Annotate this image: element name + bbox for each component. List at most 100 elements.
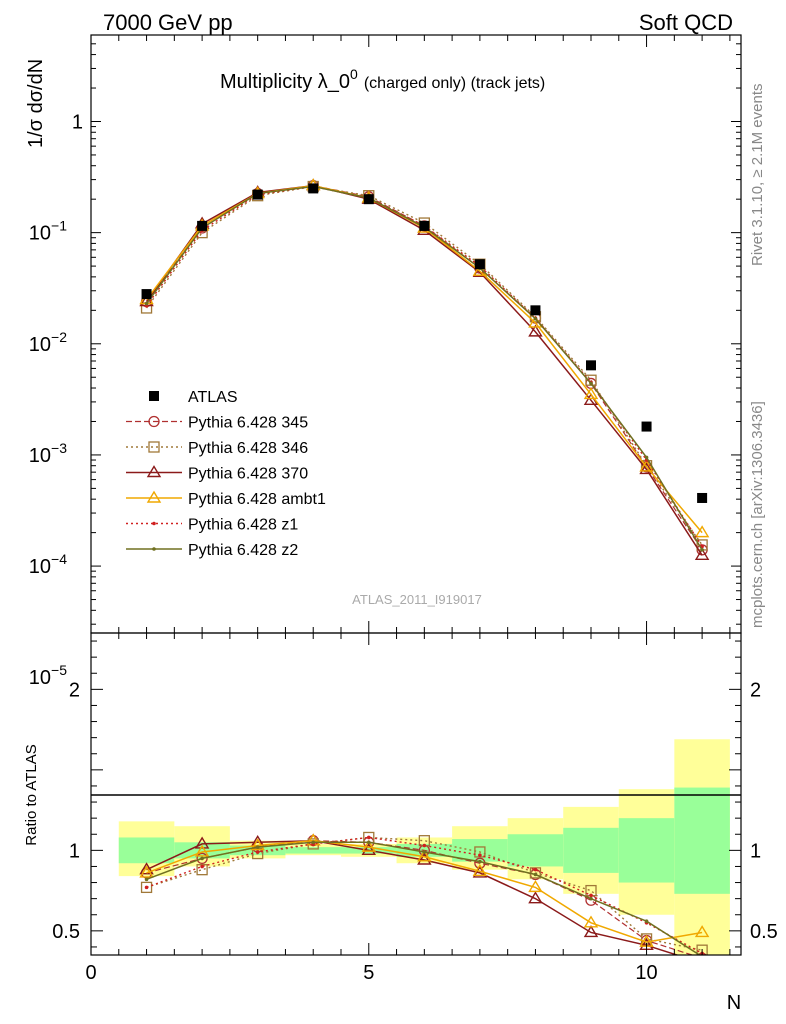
ratio-line (146, 836, 703, 955)
ratio-tick-label-left: 0.5 (52, 921, 80, 943)
ratio-point (255, 850, 260, 854)
y-axis-label: 1/σ dσ/dN (25, 59, 47, 148)
mcplots-label: mcplots.cern.ch [arXiv:1306.3436] (749, 401, 766, 628)
y-tick-label: 10−2 (29, 329, 67, 356)
ratio-line (146, 839, 703, 943)
ratio-point (478, 859, 482, 864)
ratio-point (472, 863, 488, 876)
process-label: Soft QCD (639, 10, 733, 35)
legend-label: Pythia 6.428 ambt1 (188, 491, 326, 508)
ratio-point (255, 845, 260, 849)
x-axis-ticks: 0 5 10 (85, 35, 731, 984)
ratio-tick-label-right: 0.5 (750, 921, 778, 943)
legend-marker (146, 465, 162, 478)
ratio-axis-label: Ratio to ATLAS (23, 744, 40, 845)
x-tick-label: 5 (363, 962, 374, 984)
ratio-point (361, 842, 377, 856)
ratio-point (583, 915, 599, 928)
ratio-panel-frame (90, 632, 742, 956)
ratio-point (528, 880, 543, 893)
band-inner (118, 837, 175, 864)
band-inner (674, 787, 730, 894)
ratio-point (366, 840, 371, 845)
legend-marker (152, 547, 156, 551)
atlas-point (308, 183, 319, 194)
ratio-point (361, 839, 377, 852)
band-inner (174, 842, 230, 859)
ratio-point (417, 849, 432, 862)
y-tick-label: 10−5 (29, 662, 67, 689)
ratio-point (528, 891, 543, 904)
ratio-point (140, 881, 153, 894)
ratio-point (139, 862, 154, 875)
ratio-point (417, 852, 432, 865)
ratio-point (200, 856, 204, 861)
legend-label: Pythia 6.428 z1 (188, 517, 298, 534)
legend-label: Pythia 6.428 z2 (188, 542, 298, 559)
legend-marker (152, 521, 156, 526)
ratio-point (583, 925, 599, 938)
series-point (700, 548, 704, 552)
series-point (644, 455, 649, 460)
atlas-point (141, 289, 152, 300)
ratio-point (696, 944, 708, 955)
x-tick-label: 0 (85, 962, 96, 984)
series-point (589, 381, 593, 386)
ratio-point (694, 925, 710, 938)
atlas-point (363, 194, 374, 205)
legend-label: ATLAS (188, 389, 238, 406)
ratio-point (196, 852, 208, 865)
legend-label: Pythia 6.428 345 (188, 415, 308, 432)
band-inner (563, 827, 619, 873)
rivet-label: Rivet 3.1.10, ≥ 2.1M events (749, 84, 766, 267)
legend-marker (148, 441, 160, 453)
series-point (528, 324, 543, 337)
ratio-point (422, 843, 427, 848)
ratio-tick-label-right: 1 (750, 840, 761, 862)
y-tick-label: 10−4 (29, 551, 67, 578)
ratio-point (478, 853, 482, 857)
atlas-point (474, 259, 485, 270)
chart-title: Multiplicity λ_00 (charged only) (track j… (220, 66, 545, 93)
band-inner (452, 839, 508, 862)
atlas-point (419, 220, 430, 231)
ratio-point (311, 840, 316, 845)
series-point (583, 387, 599, 400)
ratio-tick-label-right: 2 (750, 679, 761, 701)
band-inner (618, 818, 675, 883)
ratio-series-group (139, 831, 710, 967)
analysis-watermark: ATLAS_2011_I919017 (352, 592, 482, 607)
series-point (694, 547, 710, 561)
ratio-point (589, 893, 593, 898)
ratio-point (696, 957, 708, 967)
atlas-point (697, 492, 708, 503)
atlas-point (641, 421, 652, 432)
series-point (144, 301, 149, 306)
chart-title-sup: 0 (350, 66, 358, 82)
ratio-point (139, 865, 154, 878)
chart-title-main: Multiplicity λ_0 (220, 71, 350, 93)
atlas-point (197, 220, 208, 231)
ratio-point (533, 867, 538, 872)
legend-marker (148, 415, 160, 428)
series-point (694, 525, 710, 538)
ratio-point (144, 885, 149, 890)
x-axis-label: N (727, 992, 741, 1014)
y-tick-label: 10−1 (29, 218, 67, 245)
ratio-line (146, 836, 703, 951)
series-point (585, 374, 597, 386)
atlas-point (530, 305, 541, 316)
ratio-point (644, 919, 649, 923)
ratio-tick-label-left: 2 (69, 679, 80, 701)
ratio-point (200, 864, 204, 869)
chart-title-suffix: (charged only) (track jets) (364, 75, 545, 92)
series-point (533, 316, 538, 321)
legend-label: Pythia 6.428 370 (188, 466, 308, 483)
ratio-point (366, 835, 371, 840)
energy-label: 7000 GeV pp (103, 10, 233, 35)
y-tick-label: 10−3 (29, 440, 67, 467)
ratio-point (533, 872, 538, 877)
ratio-point (194, 844, 210, 857)
ratio-point (589, 896, 593, 901)
